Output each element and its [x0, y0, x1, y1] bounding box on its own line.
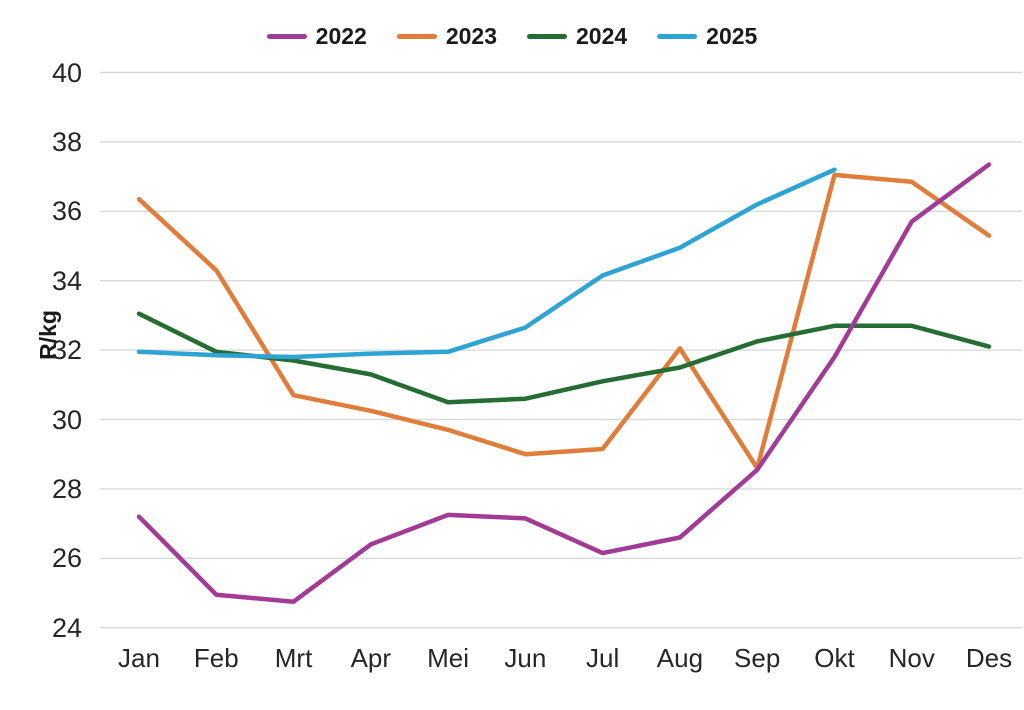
legend-swatch-2025	[657, 33, 698, 39]
y-tick-label-28: 28	[51, 473, 82, 504]
y-tick-label-40: 40	[51, 57, 82, 88]
x-tick-label-Mei: Mei	[427, 643, 470, 673]
legend-label-2023: 2023	[445, 22, 497, 49]
legend-swatch-2023	[396, 33, 437, 39]
series-line-2022	[136, 162, 992, 604]
x-tick-label-Mrt: Mrt	[274, 643, 313, 673]
chart-legend: 2022 2023 2024 2025	[0, 18, 1024, 54]
x-tick-label-Aug: Aug	[656, 643, 704, 673]
x-tick-label-Jan: Jan	[118, 643, 160, 673]
y-tick-label-34: 34	[51, 265, 82, 296]
legend-item-2025: 2025	[657, 22, 758, 49]
y-tick-label-36: 36	[51, 196, 82, 227]
x-tick-label-Jul: Jul	[586, 643, 620, 673]
y-tick-label-32: 32	[51, 335, 82, 366]
x-tick-label-Apr: Apr	[350, 643, 392, 673]
legend-item-2022: 2022	[266, 22, 367, 49]
y-tick-label-30: 30	[51, 404, 82, 435]
legend-item-2024: 2024	[527, 22, 628, 49]
x-tick-label-Nov: Nov	[888, 643, 935, 673]
x-tick-label-Jun: Jun	[504, 643, 547, 673]
legend-swatch-2024	[527, 33, 567, 39]
x-tick-label-Okt: Okt	[814, 643, 855, 673]
series-line-2023	[136, 172, 992, 471]
x-tick-label-Sep: Sep	[734, 643, 781, 673]
legend-swatch-2022	[266, 33, 307, 39]
legend-label-2022: 2022	[315, 22, 367, 49]
legend-label-2025: 2025	[706, 22, 758, 49]
series-line-2025	[136, 167, 837, 360]
y-tick-label-24: 24	[51, 612, 82, 643]
y-tick-label-26: 26	[51, 543, 82, 574]
legend-label-2024: 2024	[576, 22, 628, 49]
y-tick-label-38: 38	[51, 126, 82, 157]
x-tick-label-Feb: Feb	[193, 643, 239, 673]
series-line-2024	[136, 311, 992, 405]
x-tick-label-Des: Des	[965, 643, 1013, 673]
legend-item-2023: 2023	[396, 22, 497, 49]
